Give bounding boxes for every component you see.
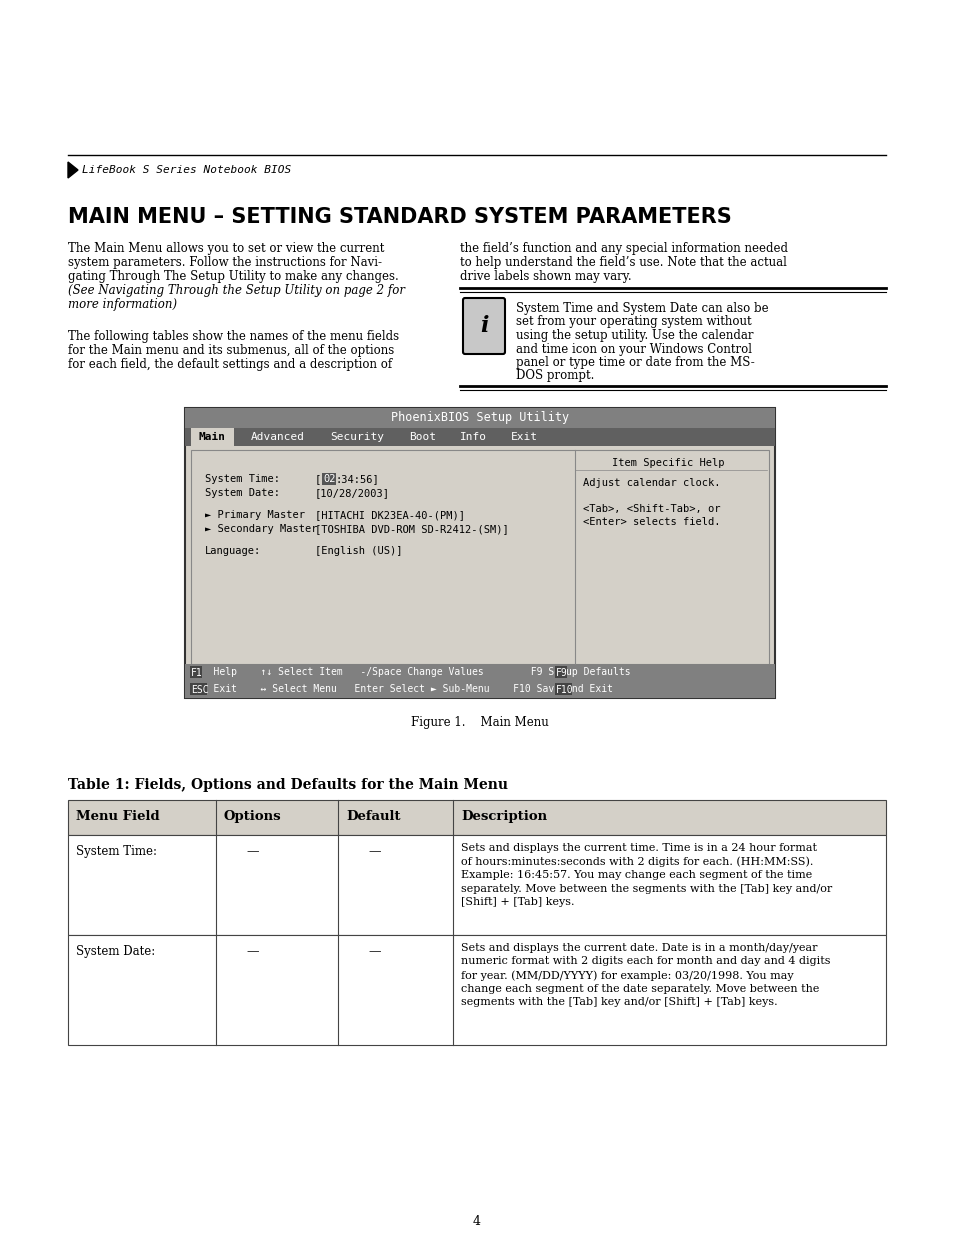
Text: F10: F10 (556, 685, 573, 695)
Text: change each segment of the date separately. Move between the: change each segment of the date separate… (460, 983, 819, 993)
Text: [HITACHI DK23EA-40-(PM)]: [HITACHI DK23EA-40-(PM)] (314, 510, 464, 520)
Bar (191, 429, 233, 446)
Text: more information): more information) (68, 298, 177, 311)
Text: ► Secondary Master: ► Secondary Master (205, 524, 317, 534)
Text: ESC: ESC (191, 685, 209, 695)
Text: Table 1: Fields, Options and Defaults for the Main Menu: Table 1: Fields, Options and Defaults fo… (68, 778, 507, 792)
Text: The Main Menu allows you to set or view the current: The Main Menu allows you to set or view … (68, 242, 384, 254)
Text: Advanced: Advanced (251, 432, 304, 442)
Text: [TOSHIBA DVD-ROM SD-R2412-(SM)]: [TOSHIBA DVD-ROM SD-R2412-(SM)] (314, 524, 508, 534)
Text: [: [ (314, 474, 321, 484)
Text: ► Primary Master: ► Primary Master (205, 510, 305, 520)
Text: numeric format with 2 digits each for month and day and 4 digits: numeric format with 2 digits each for mo… (460, 956, 830, 967)
Text: panel or type time or date from the MS-: panel or type time or date from the MS- (516, 356, 754, 369)
Text: System Time and System Date can also be: System Time and System Date can also be (516, 303, 768, 315)
Text: set from your operating system without: set from your operating system without (516, 315, 751, 329)
Bar (185, 408, 774, 698)
Text: F9: F9 (556, 668, 567, 678)
Text: —: — (368, 845, 380, 858)
Polygon shape (68, 162, 78, 178)
Text: 4: 4 (473, 1215, 480, 1228)
Text: System Date:: System Date: (76, 945, 155, 958)
Text: Adjust calendar clock.: Adjust calendar clock. (582, 478, 720, 488)
Text: :34:56]: :34:56] (335, 474, 379, 484)
Bar (190, 666, 202, 678)
Text: Item Specific Help: Item Specific Help (611, 458, 723, 468)
Bar (555, 683, 572, 695)
Text: segments with the [Tab] key and/or [Shift] + [Tab] keys.: segments with the [Tab] key and/or [Shif… (460, 997, 777, 1007)
Text: [10/28/2003]: [10/28/2003] (314, 488, 390, 498)
Text: using the setup utility. Use the calendar: using the setup utility. Use the calenda… (516, 329, 753, 342)
Text: Sets and displays the current time. Time is in a 24 hour format: Sets and displays the current time. Time… (460, 844, 816, 853)
Text: Boot: Boot (409, 432, 436, 442)
Text: Example: 16:45:57. You may change each segment of the time: Example: 16:45:57. You may change each s… (460, 869, 811, 881)
Bar (190, 683, 207, 695)
Text: The following tables show the names of the menu fields: The following tables show the names of t… (68, 330, 398, 343)
Text: 02: 02 (323, 474, 335, 484)
Text: —: — (246, 945, 258, 958)
Text: Sets and displays the current date. Date is in a month/day/year: Sets and displays the current date. Date… (460, 944, 817, 953)
Text: gating Through The Setup Utility to make any changes.: gating Through The Setup Utility to make… (68, 270, 398, 283)
Text: DOS prompt.: DOS prompt. (516, 369, 594, 383)
Bar (185, 429, 774, 446)
Text: Menu Field: Menu Field (76, 810, 159, 823)
Bar (555, 666, 566, 678)
Text: LifeBook S Series Notebook BIOS: LifeBook S Series Notebook BIOS (82, 165, 291, 175)
Bar (185, 664, 774, 698)
Text: PhoenixBIOS Setup Utility: PhoenixBIOS Setup Utility (391, 411, 569, 425)
Text: <Tab>, <Shift-Tab>, or: <Tab>, <Shift-Tab>, or (582, 504, 720, 514)
Bar (185, 408, 774, 429)
Text: Description: Description (460, 810, 547, 823)
Text: MAIN MENU – SETTING STANDARD SYSTEM PARAMETERS: MAIN MENU – SETTING STANDARD SYSTEM PARA… (68, 207, 731, 227)
Text: Language:: Language: (205, 546, 261, 556)
FancyBboxPatch shape (462, 298, 504, 354)
Text: Main: Main (198, 432, 226, 442)
Text: separately. Move between the segments with the [Tab] key and/or: separately. Move between the segments wi… (460, 883, 831, 893)
Bar (191, 450, 768, 664)
Text: Info: Info (459, 432, 486, 442)
Text: the field’s function and any special information needed: the field’s function and any special inf… (459, 242, 787, 254)
Text: to help understand the field’s use. Note that the actual: to help understand the field’s use. Note… (459, 256, 786, 269)
Text: Options: Options (224, 810, 281, 823)
Bar (322, 473, 335, 485)
Text: Security: Security (330, 432, 384, 442)
Text: [English (US)]: [English (US)] (314, 546, 402, 556)
Text: Figure 1.    Main Menu: Figure 1. Main Menu (411, 716, 548, 729)
Text: F1  Help    ↑↓ Select Item   -/Space Change Values        F9 Setup Defaults: F1 Help ↑↓ Select Item -/Space Change Va… (190, 667, 630, 677)
Text: of hours:minutes:seconds with 2 digits for each. (HH:MM:SS).: of hours:minutes:seconds with 2 digits f… (460, 857, 813, 867)
Text: ESC Exit    ↔ Select Menu   Enter Select ► Sub-Menu    F10 Save and Exit: ESC Exit ↔ Select Menu Enter Select ► Su… (190, 684, 613, 694)
Text: System Time:: System Time: (76, 845, 157, 858)
Text: system parameters. Follow the instructions for Navi-: system parameters. Follow the instructio… (68, 256, 381, 269)
Text: —: — (368, 945, 380, 958)
Text: Default: Default (346, 810, 400, 823)
Text: System Date:: System Date: (205, 488, 280, 498)
Text: [Shift] + [Tab] keys.: [Shift] + [Tab] keys. (460, 897, 574, 906)
Text: and time icon on your Windows Control: and time icon on your Windows Control (516, 342, 751, 356)
Text: drive labels shown may vary.: drive labels shown may vary. (459, 270, 631, 283)
Bar (68, 835, 885, 935)
Text: i: i (479, 315, 488, 337)
Bar (68, 800, 885, 835)
Text: for each field, the default settings and a description of: for each field, the default settings and… (68, 358, 392, 370)
Text: System Time:: System Time: (205, 474, 280, 484)
Text: F1: F1 (191, 668, 203, 678)
Text: (See Navigating Through the Setup Utility on page 2 for: (See Navigating Through the Setup Utilit… (68, 284, 405, 296)
Text: <Enter> selects field.: <Enter> selects field. (582, 517, 720, 527)
Text: for year. (MM/DD/YYYY) for example: 03/20/1998. You may: for year. (MM/DD/YYYY) for example: 03/2… (460, 969, 793, 981)
Text: —: — (246, 845, 258, 858)
Text: Exit: Exit (510, 432, 537, 442)
Text: for the Main menu and its submenus, all of the options: for the Main menu and its submenus, all … (68, 345, 394, 357)
Bar (68, 935, 885, 1045)
